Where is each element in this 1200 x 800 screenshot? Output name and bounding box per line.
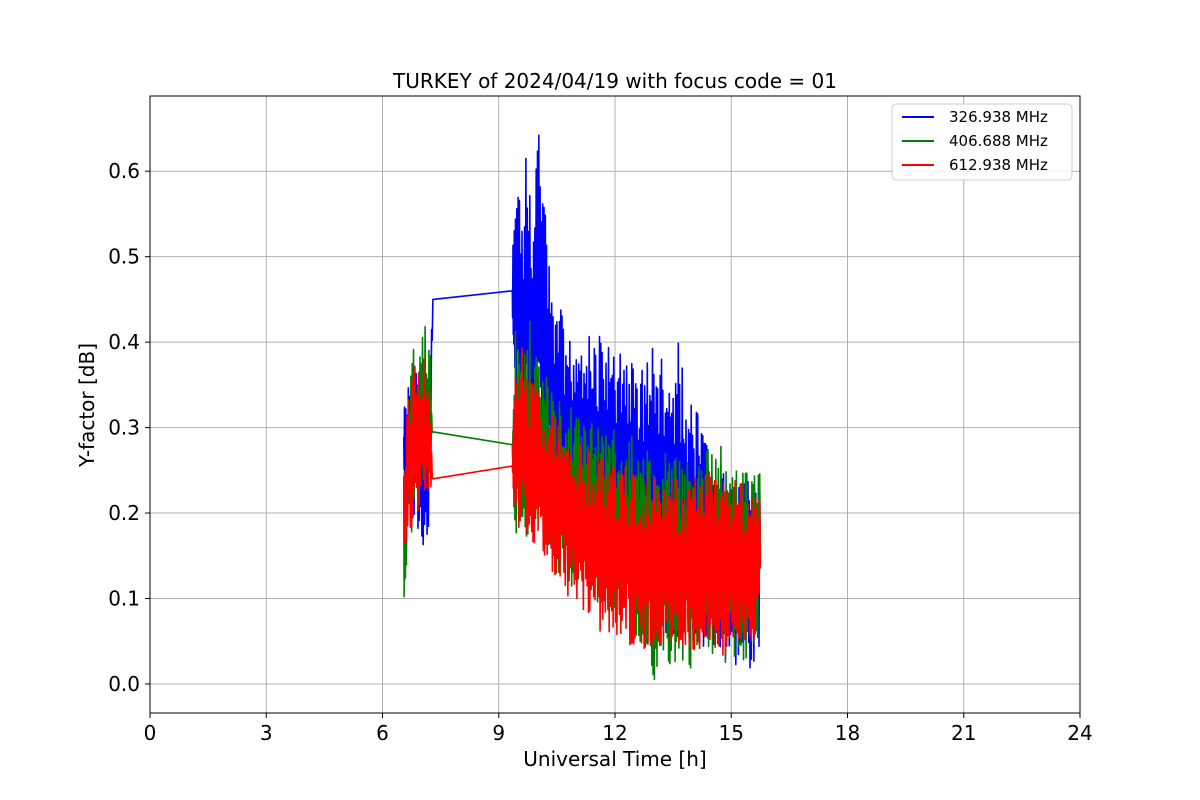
x-axis-label: Universal Time [h] xyxy=(523,747,706,771)
legend-label: 406.688 MHz xyxy=(949,132,1048,150)
legend-box xyxy=(891,103,1073,181)
y-tick-label: 0.0 xyxy=(108,672,140,696)
x-tick-label: 12 xyxy=(602,721,627,745)
x-tick-label: 3 xyxy=(260,721,273,745)
legend-label: 326.938 MHz xyxy=(949,108,1048,126)
x-tick-label: 24 xyxy=(1067,721,1092,745)
x-tick-label: 0 xyxy=(144,721,157,745)
x-tick-label: 21 xyxy=(951,721,976,745)
x-tick-label: 9 xyxy=(492,721,505,745)
series-2 xyxy=(403,347,762,656)
y-tick-label: 0.5 xyxy=(108,245,140,269)
y-tick-label: 0.1 xyxy=(108,586,140,610)
series-line-2 xyxy=(403,347,762,656)
axis-ticks: 0 3 6 9 12 15 18 21 24 0.0 0.1 0.2 0.3 0.4 0.5 0.6 xyxy=(108,159,1093,745)
x-tick-label: 6 xyxy=(376,721,389,745)
legend: 326.938 MHz 406.688 MHz 612.938 MHz xyxy=(891,103,1073,181)
legend-label: 612.938 MHz xyxy=(949,156,1048,174)
x-tick-label: 15 xyxy=(719,721,744,745)
series-layer xyxy=(403,134,762,681)
y-tick-label: 0.3 xyxy=(108,416,140,440)
chart-title: TURKEY of 2024/04/19 with focus code = 0… xyxy=(392,69,837,93)
y-axis-label: Y-factor [dB] xyxy=(75,343,99,468)
y-tick-label: 0.2 xyxy=(108,501,140,525)
y-tick-label: 0.6 xyxy=(108,159,140,183)
y-tick-label: 0.4 xyxy=(108,330,140,354)
x-tick-label: 18 xyxy=(835,721,860,745)
